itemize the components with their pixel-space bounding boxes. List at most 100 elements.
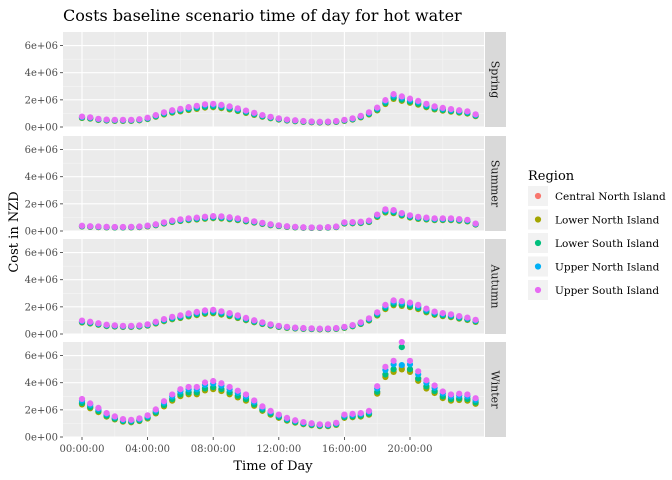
data-point bbox=[152, 318, 159, 325]
data-point bbox=[251, 317, 258, 324]
data-point bbox=[234, 215, 241, 222]
data-point bbox=[398, 93, 405, 100]
data-point bbox=[349, 115, 356, 122]
data-point bbox=[128, 223, 135, 230]
data-point bbox=[242, 216, 250, 223]
data-point bbox=[415, 368, 422, 375]
data-point bbox=[292, 417, 299, 424]
data-point bbox=[357, 218, 364, 225]
data-point bbox=[390, 207, 397, 214]
data-point bbox=[464, 391, 471, 398]
data-point bbox=[185, 310, 192, 317]
data-point bbox=[390, 91, 397, 98]
data-point bbox=[283, 223, 291, 230]
data-point bbox=[406, 357, 414, 364]
data-point bbox=[152, 111, 159, 119]
data-point bbox=[210, 100, 217, 107]
legend-label: Upper South Island bbox=[555, 285, 659, 297]
facet-strip-label: Winter bbox=[489, 371, 502, 410]
data-point bbox=[406, 366, 414, 373]
data-point bbox=[365, 315, 373, 322]
facet-panel-summer: 0e+00 2e+06 4e+06 6e+06 Summer bbox=[25, 136, 506, 238]
data-point bbox=[234, 312, 241, 319]
data-point bbox=[308, 224, 315, 231]
data-point bbox=[242, 314, 250, 321]
data-point bbox=[259, 319, 266, 326]
y-tick-label: 4e+06 bbox=[25, 275, 58, 286]
data-point bbox=[177, 105, 184, 112]
y-tick-label: 0e+00 bbox=[25, 123, 58, 134]
x-tick-label: 00:00:00 bbox=[60, 444, 105, 455]
data-point bbox=[349, 321, 356, 329]
data-point bbox=[185, 215, 192, 222]
data-point bbox=[193, 102, 200, 109]
data-point bbox=[185, 383, 192, 391]
data-point bbox=[472, 395, 479, 402]
data-point bbox=[341, 116, 348, 123]
legend-label: Central North Island bbox=[555, 191, 666, 203]
legend-swatch bbox=[534, 239, 542, 247]
data-point bbox=[406, 95, 414, 102]
data-point bbox=[95, 404, 102, 411]
data-point bbox=[103, 116, 110, 123]
data-point bbox=[472, 111, 479, 118]
data-point bbox=[308, 118, 315, 125]
data-point bbox=[390, 297, 397, 304]
data-point bbox=[177, 216, 184, 223]
y-tick-label: 2e+06 bbox=[25, 302, 58, 313]
data-point bbox=[398, 361, 405, 369]
data-point bbox=[95, 115, 102, 122]
data-point bbox=[333, 223, 340, 230]
x-axis-title: Time of Day bbox=[233, 459, 313, 474]
data-point bbox=[316, 224, 323, 231]
data-point bbox=[160, 315, 168, 323]
data-point bbox=[111, 322, 118, 329]
data-point bbox=[226, 383, 233, 391]
data-point bbox=[431, 382, 438, 389]
data-point bbox=[357, 319, 364, 326]
data-point bbox=[456, 390, 463, 397]
data-point bbox=[111, 116, 118, 123]
data-point bbox=[390, 366, 397, 373]
x-tick-label: 04:00:00 bbox=[125, 444, 170, 455]
data-point bbox=[267, 221, 274, 228]
legend-item: Lower South Island bbox=[528, 233, 659, 253]
data-point bbox=[439, 215, 446, 222]
legend-swatch bbox=[534, 216, 542, 223]
panel-background bbox=[63, 32, 484, 127]
data-point bbox=[439, 310, 446, 317]
data-point bbox=[431, 103, 438, 110]
data-point bbox=[415, 97, 422, 104]
facet-panel-winter: 0e+00 2e+06 4e+06 6e+06 Winter bbox=[25, 338, 506, 444]
data-point bbox=[415, 301, 422, 308]
panel-background bbox=[63, 342, 484, 437]
y-tick-label: 0e+00 bbox=[25, 330, 58, 341]
facet-strip-label: Spring bbox=[489, 61, 502, 98]
data-point bbox=[144, 412, 151, 419]
legend-label: Lower North Island bbox=[555, 215, 660, 227]
data-point bbox=[365, 217, 373, 224]
data-point bbox=[267, 321, 274, 328]
data-point bbox=[193, 383, 200, 391]
data-point bbox=[119, 116, 127, 123]
facet-strip-label: Summer bbox=[489, 160, 502, 208]
data-point bbox=[390, 357, 397, 364]
data-point bbox=[169, 313, 176, 320]
y-tick-label: 4e+06 bbox=[25, 378, 58, 389]
data-point bbox=[300, 418, 307, 426]
data-point bbox=[210, 306, 217, 313]
data-point bbox=[259, 403, 266, 410]
data-point bbox=[447, 105, 455, 113]
data-point bbox=[316, 421, 323, 428]
data-point bbox=[128, 322, 135, 329]
data-point bbox=[365, 407, 373, 414]
data-point bbox=[316, 325, 323, 332]
data-point bbox=[152, 406, 159, 413]
data-point bbox=[349, 410, 356, 417]
y-tick-label: 6e+06 bbox=[25, 145, 58, 156]
panel-background bbox=[63, 136, 484, 231]
facet-strip bbox=[485, 32, 506, 127]
data-point bbox=[308, 325, 315, 332]
data-point bbox=[201, 307, 209, 314]
